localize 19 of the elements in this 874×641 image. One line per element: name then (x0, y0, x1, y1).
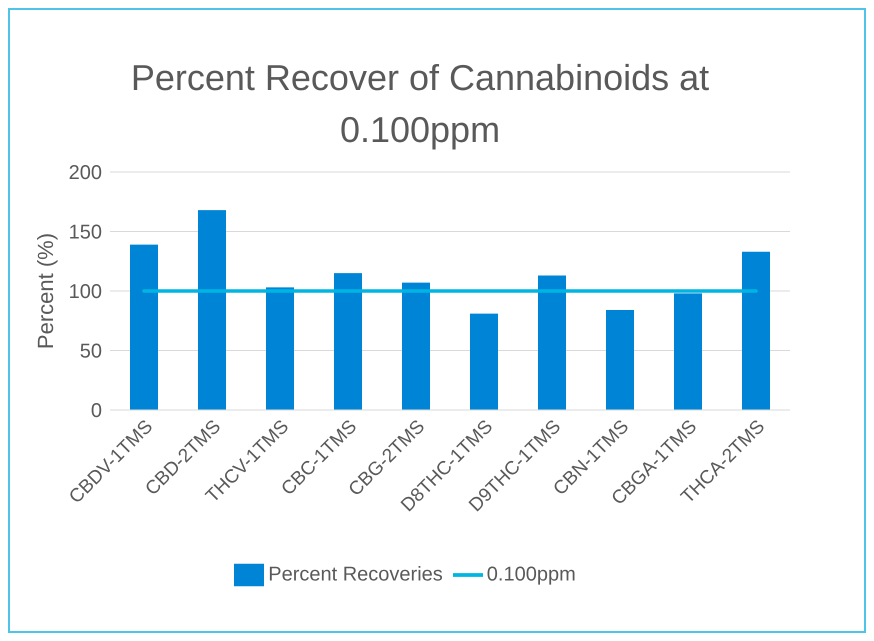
bar (266, 287, 294, 410)
y-tick-label: 200 (68, 162, 102, 184)
y-tick-label: 50 (80, 340, 102, 363)
y-axis-title: Percent (%) (32, 232, 58, 350)
bar (470, 314, 498, 410)
chart-title: Percent Recover of Cannabinoids at 0.100ppm (130, 56, 710, 152)
bar (198, 210, 226, 410)
y-tick-label: 150 (68, 222, 102, 244)
y-tick-label: 0 (90, 400, 102, 422)
bar (742, 252, 770, 410)
bar (334, 273, 362, 410)
bar (402, 282, 430, 410)
bar (606, 310, 634, 410)
bar (130, 244, 158, 410)
legend-label: Percent Recoveries (268, 563, 443, 586)
bar (674, 293, 702, 410)
legend-label: 0.100ppm (486, 563, 576, 586)
bar (538, 276, 566, 410)
y-tick-label: 100 (68, 281, 102, 304)
